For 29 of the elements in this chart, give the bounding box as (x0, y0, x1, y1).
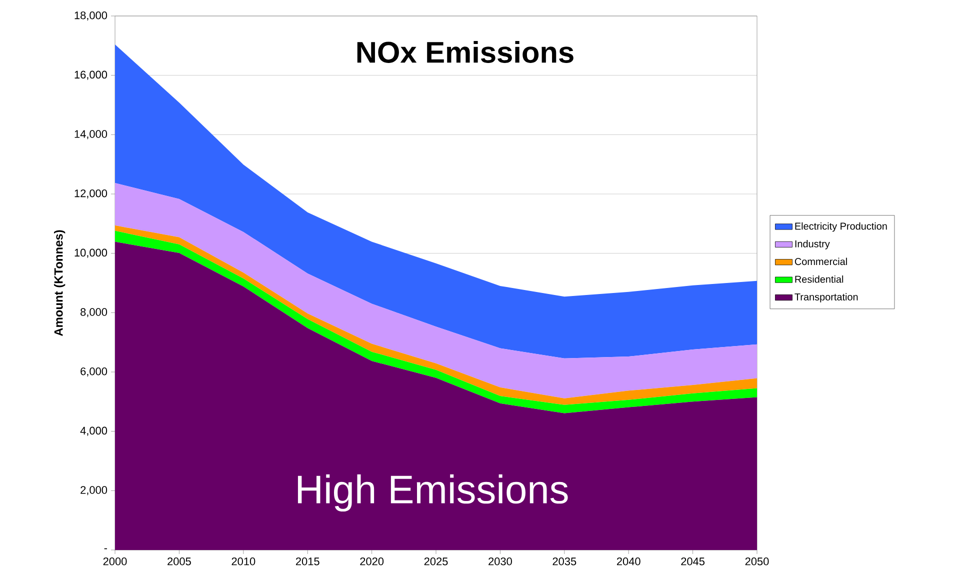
x-tick-label: 2030 (488, 558, 512, 566)
y-axis-title: Amount (KTonnes) (54, 230, 66, 336)
x-tick-label: 2045 (681, 558, 705, 566)
y-tick-label: - (104, 548, 107, 550)
legend-label: Residential (795, 275, 844, 283)
legend-label: Commercial (794, 258, 847, 266)
x-tick-label: 2020 (360, 558, 384, 566)
x-tick-label: 2000 (103, 558, 127, 566)
y-tick-label: 6,000 (80, 367, 108, 377)
legend-label: Transportation (794, 293, 858, 302)
x-tick-label: 2040 (616, 558, 640, 566)
y-tick-label: 18,000 (74, 11, 108, 21)
x-tick-label: 2035 (552, 558, 576, 566)
y-tick-label: 14,000 (74, 130, 108, 140)
y-tick-label: 12,000 (74, 189, 108, 199)
text: NOx Emissions (357, 41, 574, 63)
y-tick-label: 8,000 (80, 308, 108, 318)
y-tick-label: 10,000 (74, 248, 108, 258)
y-tick-label: 2,000 (80, 486, 108, 496)
y-tick-label: 4,000 (80, 426, 108, 436)
x-tick-label: 2025 (424, 558, 448, 566)
legend-label: Electricity Production (795, 222, 887, 232)
x-tick-label: 2015 (296, 558, 320, 566)
x-tick-label: 2005 (168, 558, 191, 566)
x-tick-label: 2050 (745, 558, 769, 566)
annotation: High Emissions (298, 474, 568, 512)
y-tick-label: 16,000 (74, 70, 108, 80)
legend-label: Industry (795, 240, 830, 250)
x-tick-label: 2010 (232, 558, 256, 566)
